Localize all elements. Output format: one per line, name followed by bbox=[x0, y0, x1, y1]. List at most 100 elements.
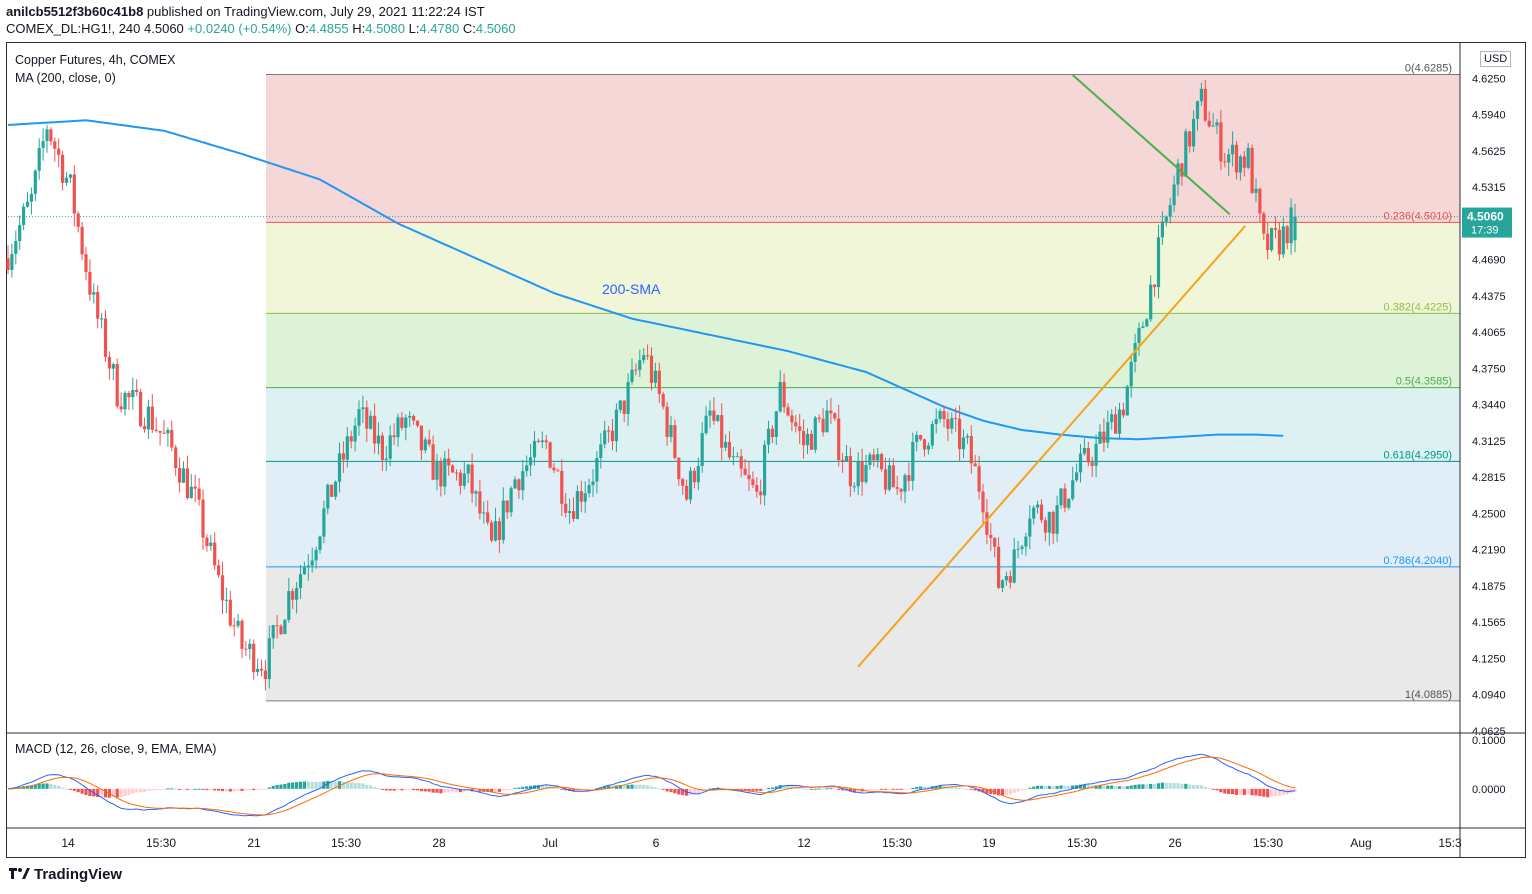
high-value: 4.5080 bbox=[365, 21, 405, 36]
candle-body bbox=[1043, 520, 1047, 533]
candle-body bbox=[1036, 504, 1040, 508]
price-tick-label: 4.5315 bbox=[1472, 182, 1506, 194]
macd-histogram-bar bbox=[505, 788, 509, 791]
chart-title[interactable]: Copper Futures, 4h, COMEX bbox=[15, 53, 176, 67]
price-tick-label: 4.0940 bbox=[1472, 689, 1506, 701]
macd-histogram-bar bbox=[404, 788, 408, 791]
macd-histogram-bar bbox=[1207, 788, 1211, 790]
macd-histogram-bar bbox=[275, 784, 279, 789]
candle-body bbox=[895, 487, 899, 489]
macd-histogram-bar bbox=[1125, 786, 1129, 789]
macd-histogram-bar bbox=[318, 781, 322, 789]
candle-body bbox=[673, 425, 677, 458]
macd-histogram-bar bbox=[1153, 784, 1157, 789]
macd-histogram-bar bbox=[1117, 786, 1122, 789]
ma-legend[interactable]: MA (200, close, 0) bbox=[15, 71, 116, 85]
macd-histogram-bar bbox=[189, 788, 193, 790]
trendlines bbox=[857, 74, 1247, 668]
macd-histogram-bar bbox=[388, 788, 392, 791]
macd-histogram-bar bbox=[220, 788, 225, 792]
candle-body bbox=[509, 488, 513, 513]
candle-body bbox=[490, 522, 494, 541]
candle-body bbox=[302, 567, 306, 575]
macd-histogram-bar bbox=[1176, 783, 1180, 789]
candle-body bbox=[1273, 228, 1278, 230]
time-axis: 14 15:30 21 15:30 28 Jul 6 12 15:30 19 15:30 26 15:3… bbox=[6, 827, 1526, 850]
macd-histogram-bar bbox=[1133, 784, 1137, 789]
macd-histogram-bar bbox=[330, 781, 334, 789]
candle-body bbox=[1129, 362, 1133, 387]
macd-histogram-bar bbox=[240, 788, 244, 791]
price-tick-label: 4.2815 bbox=[1472, 472, 1506, 484]
candle-body bbox=[844, 456, 849, 462]
time-tick-label: 28 bbox=[432, 836, 446, 850]
macd-histogram-bar bbox=[1168, 782, 1172, 789]
macd-histogram-bar bbox=[259, 788, 264, 790]
candle-body bbox=[915, 434, 919, 442]
macd-histogram-bar bbox=[1219, 788, 1223, 793]
candle-body bbox=[685, 485, 689, 500]
candle-body bbox=[10, 253, 14, 270]
chart-frame[interactable] bbox=[6, 42, 1526, 858]
candle-body bbox=[408, 416, 412, 418]
macd-histogram-bar bbox=[154, 788, 158, 790]
candle-body bbox=[1071, 480, 1075, 499]
macd-histogram-bar bbox=[540, 785, 544, 789]
currency-badge[interactable]: USD bbox=[1480, 51, 1512, 67]
macd-histogram-bar bbox=[1114, 786, 1118, 789]
candle-body bbox=[119, 406, 123, 410]
candle-body bbox=[973, 463, 977, 467]
macd-histogram-bar bbox=[646, 785, 650, 789]
macd-histogram-bar bbox=[1266, 788, 1270, 798]
time-tick-label: 15:30 bbox=[1067, 836, 1097, 850]
tradingview-footer[interactable]: TradingView bbox=[8, 866, 122, 884]
candle-body bbox=[727, 441, 732, 458]
macd-histogram-bar bbox=[880, 788, 884, 790]
macd-histogram-bar bbox=[1281, 788, 1285, 795]
macd-histogram-bar bbox=[279, 784, 283, 789]
candle-body bbox=[692, 470, 696, 483]
macd-histogram-bar bbox=[1098, 785, 1102, 789]
macd-histogram-bar bbox=[895, 788, 899, 790]
candle-body bbox=[774, 411, 778, 438]
candle-body bbox=[451, 465, 455, 473]
publisher-name[interactable]: anilcb5512f3b60c41b8 bbox=[6, 4, 144, 19]
macd-legend[interactable]: MACD (12, 26, close, 9, EMA, EMA) bbox=[15, 742, 217, 756]
candle-body bbox=[310, 560, 314, 566]
candle-body bbox=[634, 369, 638, 371]
macd-histogram-bar bbox=[470, 788, 474, 792]
time-tick-label: 14 bbox=[61, 836, 75, 850]
candle-body bbox=[439, 462, 443, 487]
candle-body bbox=[829, 410, 833, 414]
macd-histogram-bar bbox=[763, 788, 767, 790]
candle-body bbox=[961, 437, 966, 450]
support-trendline bbox=[857, 225, 1247, 668]
macd-histogram-bar bbox=[361, 783, 365, 789]
candle-body bbox=[1184, 131, 1188, 177]
macd-histogram-bar bbox=[1192, 784, 1196, 789]
candle-body bbox=[1234, 144, 1239, 173]
macd-histogram-bar bbox=[841, 788, 845, 791]
macd-histogram-bar bbox=[365, 784, 369, 789]
candle-body bbox=[1270, 228, 1274, 251]
candle-body bbox=[532, 440, 537, 458]
candle-body bbox=[759, 491, 763, 496]
candle-body bbox=[295, 588, 299, 600]
candle-body bbox=[64, 177, 69, 183]
candle-body bbox=[661, 394, 665, 407]
candle-body bbox=[373, 415, 377, 444]
candle-body bbox=[84, 254, 88, 272]
candle-body bbox=[860, 461, 864, 482]
macd-histogram-bar bbox=[1277, 788, 1281, 797]
macd-histogram-bar bbox=[76, 788, 80, 793]
candle-body bbox=[142, 426, 147, 430]
candle-body bbox=[53, 141, 57, 149]
candle-body bbox=[579, 491, 583, 502]
macd-histogram-bar bbox=[49, 783, 53, 789]
macd-histogram-bar bbox=[751, 788, 755, 791]
macd-histogram-bar bbox=[415, 788, 420, 791]
candle-body bbox=[813, 417, 817, 450]
macd-histogram-bar bbox=[1082, 784, 1086, 789]
macd-histogram-bar bbox=[922, 786, 927, 789]
